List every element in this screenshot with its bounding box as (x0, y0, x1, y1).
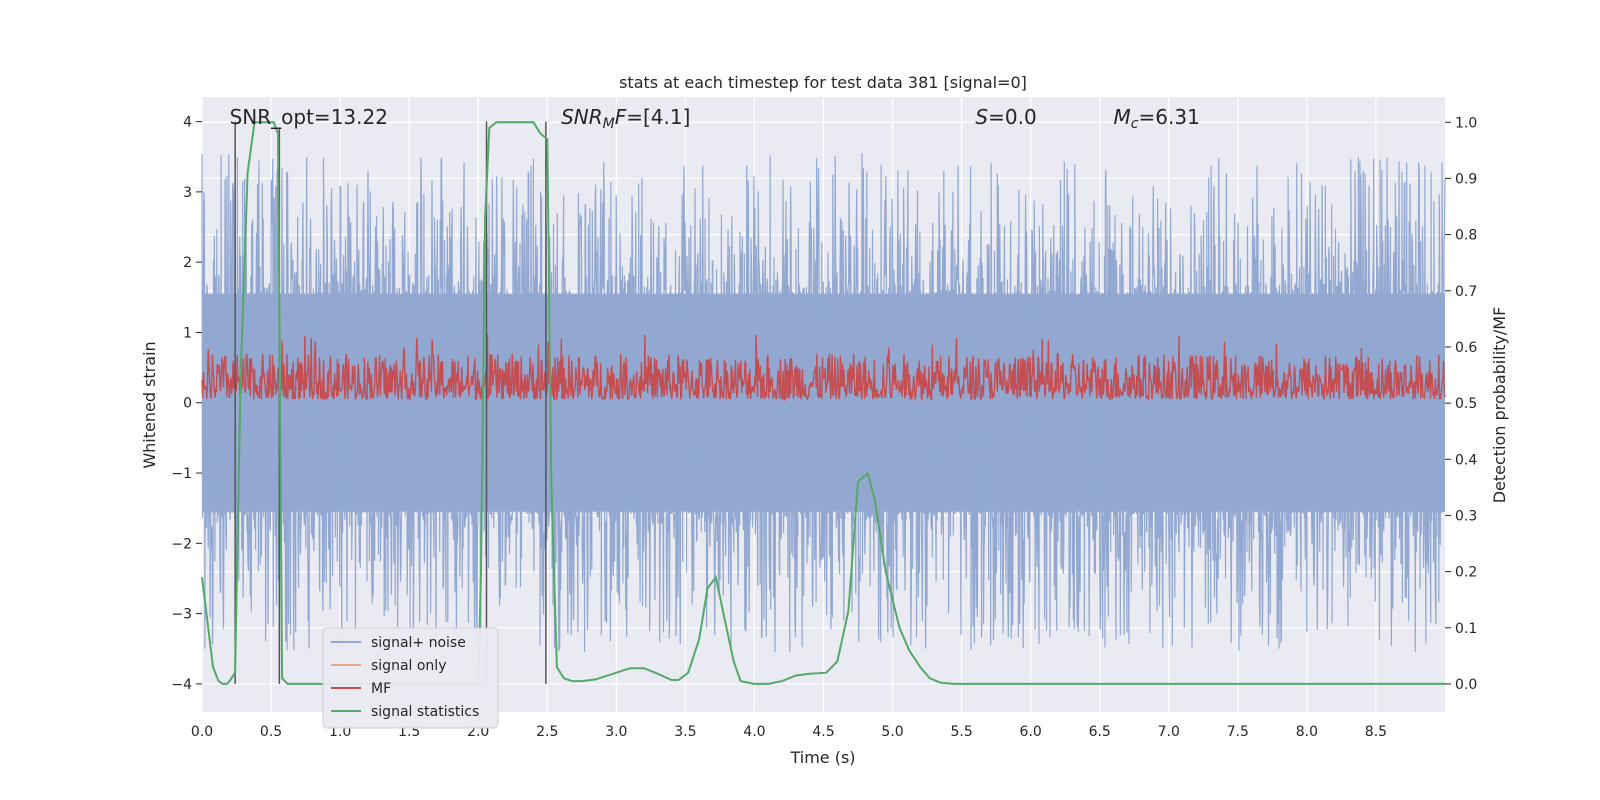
signal-statistics-line (201, 121, 1445, 685)
y-right-tick-label: 1.0 (1455, 115, 1477, 131)
x-tick-label: 3.5 (674, 724, 696, 740)
y-right-tick-label: 0.6 (1455, 340, 1477, 356)
y-right-tick-label: 0.5 (1455, 396, 1477, 412)
annotation: Mc=6.31 (1114, 105, 1200, 132)
y-tick-label: −3 (171, 607, 192, 623)
legend: signal+ noise signal only MF signal statist… (322, 627, 499, 729)
x-tick-label: 6.5 (1089, 724, 1111, 740)
x-tick-label: 0.0 (191, 724, 213, 740)
y-tick-label: 4 (183, 115, 192, 131)
y-right-tick-label: 0.4 (1455, 452, 1477, 468)
x-tick-label: 7.5 (1227, 724, 1249, 740)
x-axis-ticks: 0.0 0.5 1.0 1.5 2.0 2.5 3.0 3.5 4.0 4.5 5.0 5.5 6.0 6… (191, 724, 1387, 740)
y-tick-label: 1 (183, 325, 192, 341)
x-tick-label: 6.0 (1020, 724, 1042, 740)
y-tick-label: −4 (171, 677, 192, 693)
x-tick-label: 5.5 (950, 724, 972, 740)
x-tick-label: 3.0 (605, 724, 627, 740)
chart-title: stats at each timestep for test data 381… (619, 73, 1027, 92)
y-right-tick-label: 0.0 (1455, 677, 1477, 693)
noise-trace (201, 153, 1446, 653)
legend-label: signal only (371, 658, 446, 674)
y-tick-label: 3 (183, 185, 192, 201)
series-signal-statistics (201, 121, 1445, 685)
y-right-tick-label: 0.7 (1455, 284, 1477, 300)
legend-label: signal statistics (371, 704, 479, 720)
y-right-axis-ticks: 1.0 0.9 0.8 0.7 0.6 0.5 0.4 0.3 0.2 0.1 0.0 (1445, 115, 1477, 693)
x-tick-label: 4.5 (812, 724, 834, 740)
y-right-tick-label: 0.2 (1455, 565, 1477, 581)
y-tick-label: 0 (183, 396, 192, 412)
y-right-tick-label: 0.1 (1455, 621, 1477, 637)
x-tick-label: 7.0 (1158, 724, 1180, 740)
y-right-axis-label: Detection probability/MF (1490, 307, 1509, 504)
y-tick-label: −2 (171, 536, 192, 552)
legend-label: signal+ noise (371, 635, 466, 651)
y-right-tick-label: 0.3 (1455, 508, 1477, 524)
mf-trace (201, 334, 1446, 402)
x-axis-label: Time (s) (789, 748, 855, 767)
y-tick-label: 2 (183, 255, 192, 271)
series-signal-noise (201, 153, 1446, 653)
x-tick-label: 0.5 (260, 724, 282, 740)
legend-box (322, 627, 499, 729)
annotations: SNR_opt=13.22 SNRMF=[4.1] S=0.0 Mc=6.31 (230, 105, 1200, 132)
series-mf (201, 334, 1446, 402)
y-tick-label: −1 (171, 466, 192, 482)
x-tick-label: 8.0 (1296, 724, 1318, 740)
y-axis-label: Whitened strain (140, 341, 159, 468)
y-axis-ticks: 4 3 2 1 0 −1 −2 −3 −4 (171, 115, 202, 693)
annotation: S=0.0 (975, 105, 1036, 129)
annotation: SNRMF=[4.1] (561, 105, 690, 132)
legend-label: MF (371, 681, 391, 697)
annotation: SNR_opt=13.22 (230, 105, 388, 129)
x-tick-label: 4.0 (743, 724, 765, 740)
y-right-tick-label: 0.9 (1455, 171, 1477, 187)
y-right-tick-label: 0.8 (1455, 228, 1477, 244)
x-tick-label: 8.5 (1365, 724, 1387, 740)
x-tick-label: 5.0 (881, 724, 903, 740)
x-tick-label: 2.5 (536, 724, 558, 740)
